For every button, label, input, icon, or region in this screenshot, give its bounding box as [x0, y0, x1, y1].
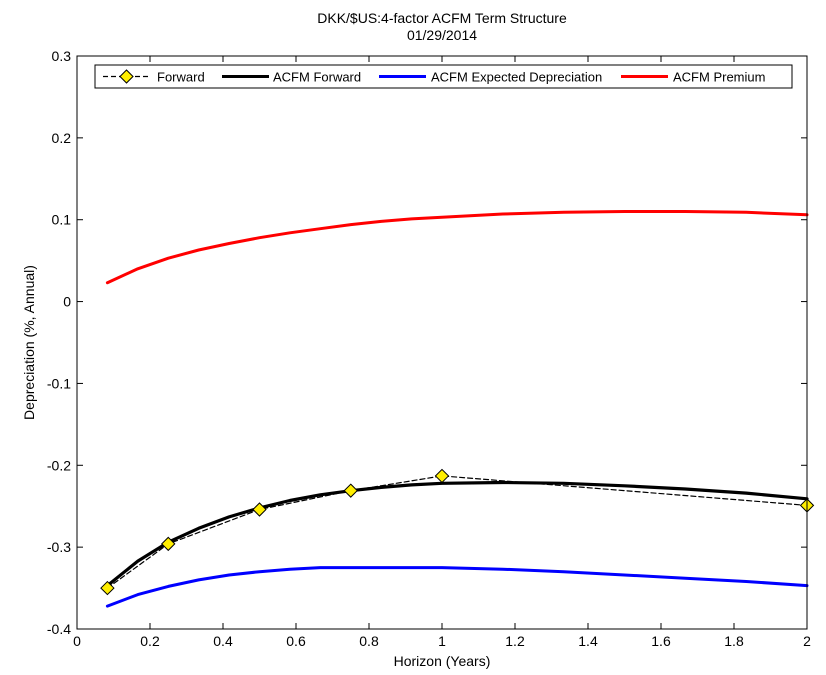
axes-layer: 0 0.2 0.4 0.6 0.8 1 1.2 1.4 1.6 1.8 2 -0.4 -0.3 -0.2 -…	[47, 48, 811, 649]
series-line-acfm-expected-depreciation	[105, 566, 809, 608]
data-point-forward	[252, 502, 267, 517]
y-tick-label: -0.2	[47, 457, 71, 473]
x-tick-label: 1.8	[724, 633, 744, 649]
legend-label: ACFM Premium	[673, 70, 765, 85]
x-tick-label: 0.6	[286, 633, 306, 649]
legend: Forward ACFM Forward ACFM Expected Depreci…	[94, 64, 793, 89]
series-line-acfm-forward	[105, 480, 809, 588]
data-point-forward	[343, 483, 358, 498]
x-tick-label: 2	[803, 633, 811, 649]
series-line-forward	[106, 475, 808, 589]
y-tick-label: -0.1	[47, 375, 71, 391]
y-tick-label: -0.4	[47, 621, 71, 637]
legend-item-forward: Forward	[103, 69, 205, 85]
legend-item-acfm-expected-depreciation: ACFM Expected Depreciation	[379, 70, 602, 85]
data-point-forward	[100, 580, 115, 596]
data-point-forward	[161, 536, 176, 552]
chart-title: DKK/$US:4-factor ACFM Term Structure	[317, 10, 567, 26]
x-tick-label: 1.2	[505, 633, 525, 649]
x-tick-label: 1	[438, 633, 446, 649]
legend-label: Forward	[157, 70, 205, 85]
y-tick-label: 0.1	[52, 212, 72, 228]
legend-item-acfm-forward: ACFM Forward	[222, 70, 361, 85]
legend-label: ACFM Expected Depreciation	[431, 70, 602, 85]
y-axis-label: Depreciation (%, Annual)	[21, 265, 37, 420]
y-tick-label: 0.3	[52, 48, 72, 64]
x-tick-label: 0	[73, 633, 81, 649]
x-tick-label: 1.6	[651, 633, 671, 649]
series-acfm-expected-depreciation	[105, 566, 809, 608]
y-tick-label: 0.2	[52, 130, 72, 146]
data-point-forward	[434, 468, 450, 484]
legend-box	[94, 64, 793, 89]
x-tick-label: 0.8	[359, 633, 379, 649]
y-tick-label: -0.3	[47, 539, 71, 555]
x-axis-label: Horizon (Years)	[394, 653, 491, 669]
chart-subtitle: 01/29/2014	[407, 27, 477, 43]
legend-marker	[119, 69, 134, 84]
series-forward	[100, 468, 815, 596]
x-tick-label: 0.2	[140, 633, 160, 649]
legend-label: ACFM Forward	[273, 70, 361, 85]
legend-item-acfm-premium: ACFM Premium	[621, 70, 765, 85]
series-layer	[100, 210, 815, 608]
y-tick-label: 0	[63, 294, 71, 310]
series-acfm-forward	[105, 480, 809, 588]
x-tick-label: 1.4	[578, 633, 598, 649]
series-acfm-premium	[105, 210, 809, 285]
x-tick-label: 0.4	[213, 633, 233, 649]
series-line-acfm-premium	[105, 210, 809, 285]
